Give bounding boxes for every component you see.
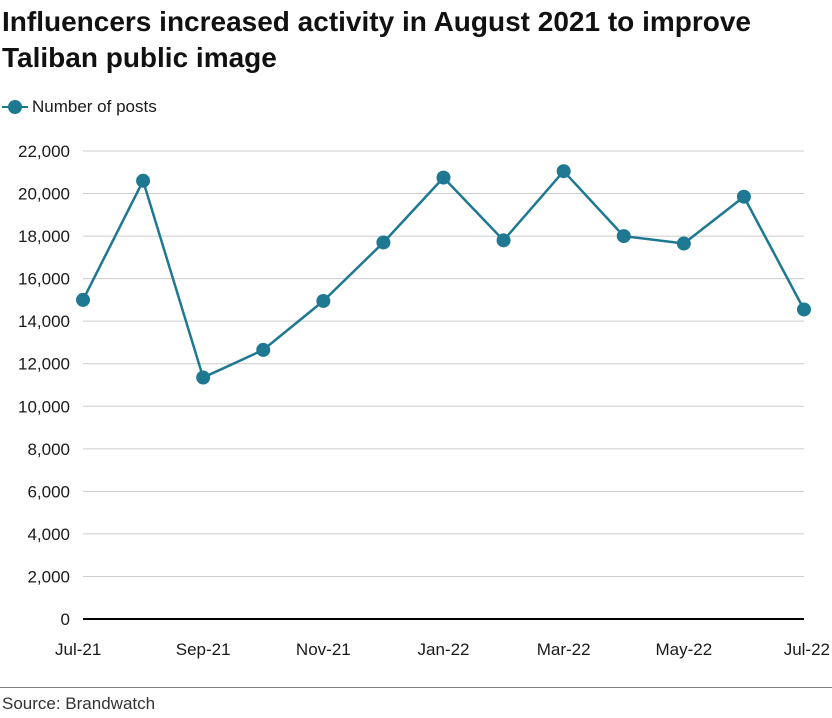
source-note: Source: Brandwatch <box>2 694 156 713</box>
legend-label: Number of posts <box>32 97 157 116</box>
x-tick-label: Jul-22 <box>784 640 830 659</box>
line-chart: 0 2,000 4,000 6,000 8,000 10,000 12,000 14,000 1… <box>18 142 830 659</box>
legend-dot <box>8 100 22 114</box>
data-point <box>136 173 151 188</box>
data-point <box>797 302 811 317</box>
x-tick-label: Mar-22 <box>537 640 591 659</box>
legend: Number of posts <box>2 96 157 118</box>
y-tick-label: 22,000 <box>18 142 70 161</box>
y-tick-label: 16,000 <box>18 270 70 289</box>
y-tick-label: 0 <box>61 610 70 629</box>
data-point <box>196 370 211 385</box>
y-tick-label: 18,000 <box>18 227 70 246</box>
y-tick-label: 2,000 <box>27 567 70 586</box>
data-point <box>436 170 451 185</box>
x-tick-label: Sep-21 <box>176 640 231 659</box>
data-point <box>256 342 271 357</box>
data-point <box>316 293 331 308</box>
y-tick-label: 14,000 <box>18 312 70 331</box>
x-tick-label: May-22 <box>655 640 712 659</box>
chart-title: Influencers increased activity in August… <box>2 6 751 73</box>
y-tick-label: 12,000 <box>18 355 70 374</box>
data-point <box>676 236 691 251</box>
x-tick-label: Jan-22 <box>418 640 470 659</box>
source-divider <box>0 687 832 688</box>
x-tick-label: Jul-21 <box>55 640 101 659</box>
data-point <box>76 292 90 307</box>
data-point <box>556 164 571 179</box>
data-point <box>616 229 631 244</box>
data-point <box>736 189 751 204</box>
y-tick-label: 8,000 <box>27 440 70 459</box>
y-tick-label: 6,000 <box>27 482 70 501</box>
y-tick-label: 20,000 <box>18 185 70 204</box>
x-tick-label: Nov-21 <box>296 640 351 659</box>
y-tick-label: 10,000 <box>18 397 70 416</box>
y-tick-label: 4,000 <box>27 525 70 544</box>
data-point <box>496 233 511 248</box>
legend-marker <box>2 96 28 118</box>
data-point <box>376 235 391 250</box>
series-line <box>81 169 806 379</box>
